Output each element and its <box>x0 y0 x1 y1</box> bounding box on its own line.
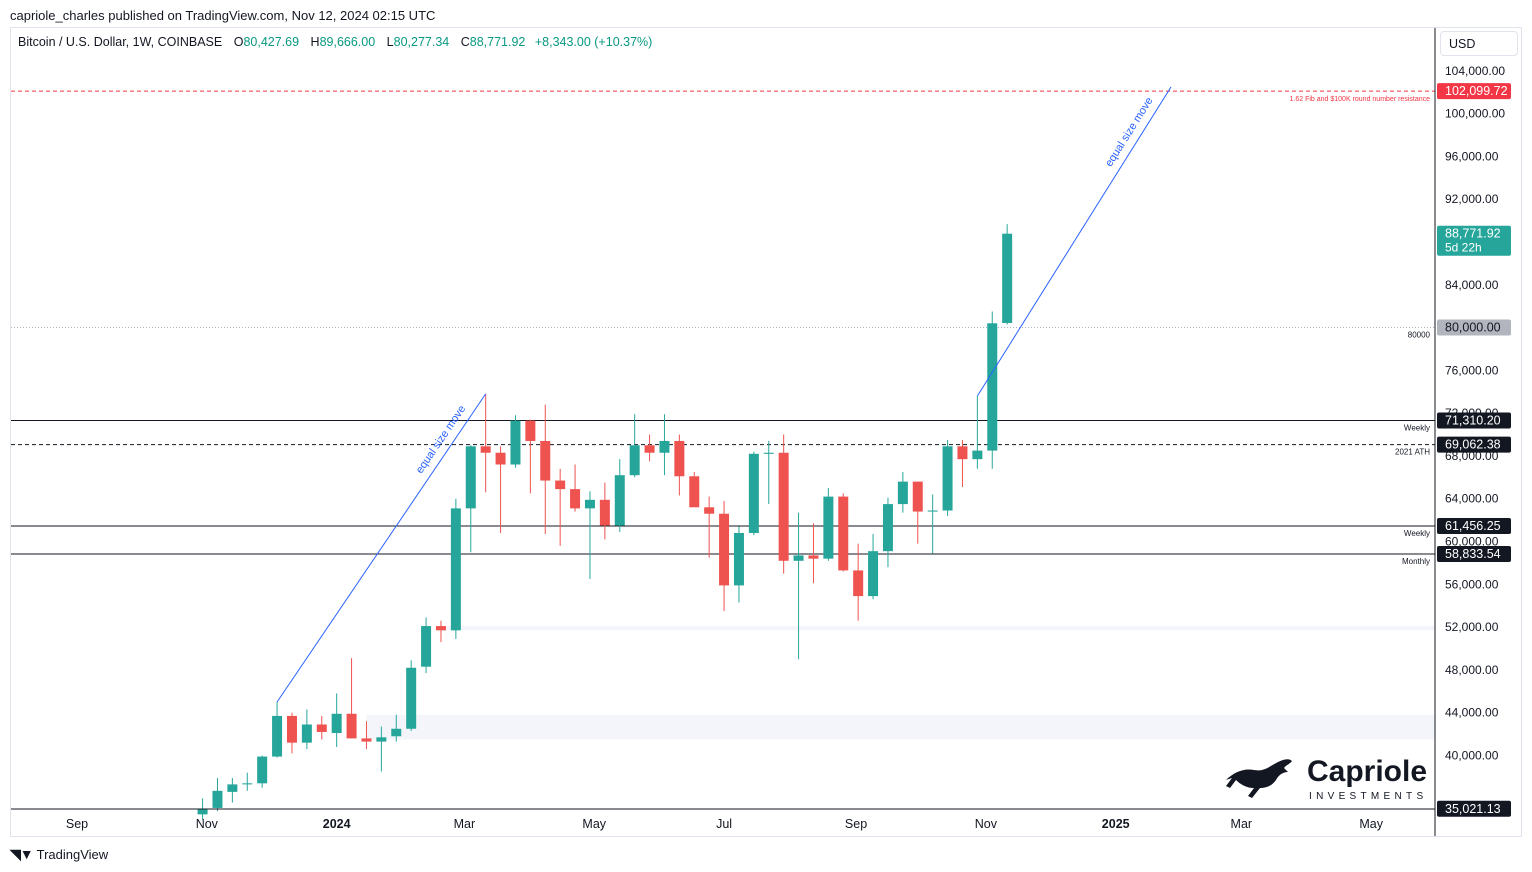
high-value: 89,666.00 <box>319 35 376 49</box>
change-value: +8,343.00 (+10.37%) <box>534 35 653 49</box>
close-label: C <box>460 35 470 49</box>
high-label: H <box>310 35 320 49</box>
footer-brand: TradingView <box>36 847 109 862</box>
currency-selector[interactable]: USD <box>1440 31 1518 56</box>
symbol-legend[interactable]: Bitcoin / U.S. Dollar, 1W, COINBASE O80,… <box>18 35 652 49</box>
footer[interactable]: ◥▼ TradingView <box>10 846 108 863</box>
open-value: 80,427.69 <box>243 35 300 49</box>
low-value: 80,277.34 <box>393 35 450 49</box>
publisher-line: capriole_charles published on TradingVie… <box>10 8 436 23</box>
tradingview-logo-icon: ◥▼ <box>10 846 34 862</box>
chart-frame <box>10 27 1522 837</box>
open-label: O <box>233 35 244 49</box>
symbol-name: Bitcoin / U.S. Dollar, 1W, COINBASE <box>18 35 223 49</box>
low-label: L <box>386 35 394 49</box>
close-value: 88,771.92 <box>469 35 526 49</box>
